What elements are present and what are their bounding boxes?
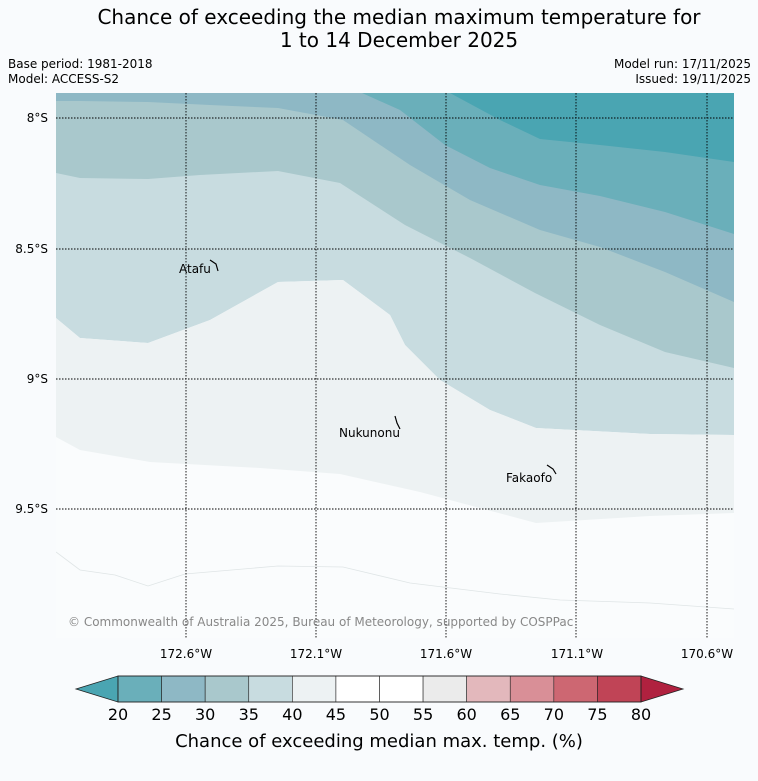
colorbar-segment: [204, 675, 250, 703]
contour-band-below-20: [450, 93, 734, 162]
meta-left: Base period: 1981-2018 Model: ACCESS-S2: [8, 57, 153, 87]
lon-label: 172.1°W: [290, 647, 342, 661]
colorbar-tick-label: 65: [500, 705, 520, 724]
base-period: Base period: 1981-2018: [8, 57, 153, 71]
colorbar-tick-label: 40: [282, 705, 302, 724]
colorbar-segment: [597, 675, 642, 703]
colorbar-tick-label: 80: [631, 705, 651, 724]
colorbar-tick-label: 20: [108, 705, 128, 724]
lon-label: 170.6°W: [681, 647, 733, 661]
contour-band-40-45: [56, 280, 734, 523]
colorbar-segment: [335, 675, 380, 703]
contour-fills: [56, 93, 734, 638]
title-line-1: Chance of exceeding the median maximum t…: [97, 5, 701, 29]
colorbar-tick-label: 45: [326, 705, 346, 724]
chart-title: Chance of exceeding the median maximum t…: [0, 6, 758, 52]
colorbar-segment: [422, 675, 467, 703]
atoll-nukunonu-outline: [394, 415, 401, 430]
meta-right: Model run: 17/11/2025 Issued: 19/11/2025: [614, 57, 751, 87]
colorbar-label: Chance of exceeding median max. temp. (%…: [175, 731, 583, 752]
colorbar-tick-label: 30: [195, 705, 215, 724]
colorbar-tick-label: 35: [239, 705, 259, 724]
colorbar-segment: [292, 675, 337, 703]
colorbar-frame: [117, 675, 642, 703]
colorbar-segment: [117, 675, 162, 703]
colorbar-arrow-left: [74, 675, 119, 703]
colorbar-ticks: 20 25 30 35 40 45 50 55 60 65 70 75 80: [108, 705, 651, 724]
colorbar-segments: [117, 675, 642, 703]
colorbar-tick-label: 75: [587, 705, 607, 724]
colorbar-tick-label: 70: [544, 705, 564, 724]
colorbar: 20 25 30 35 40 45 50 55 60 65 70 75 80: [74, 675, 685, 724]
title-line-2: 1 to 14 December 2025: [279, 28, 519, 52]
colorbar-segment: [509, 675, 555, 703]
colorbar-tick-label: 25: [151, 705, 171, 724]
model-name: Model: ACCESS-S2: [8, 72, 120, 86]
model-run: Model run: 17/11/2025: [613, 57, 751, 71]
contour-line-45: [56, 551, 734, 610]
colorbar-arrow-right: [640, 675, 685, 703]
lon-label: 172.6°W: [160, 647, 212, 661]
colorbar-segment: [248, 675, 293, 703]
graticule: [56, 93, 734, 638]
lon-label: 171.6°W: [420, 647, 472, 661]
place-label-fakaofo: Fakaofo: [506, 471, 552, 485]
place-label-nukunonu: Nukunonu: [339, 426, 400, 440]
copyright-text: © Commonwealth of Australia 2025, Bureau…: [68, 615, 573, 629]
atoll-atafu-outline: [209, 259, 219, 272]
colorbar-tick-label: 60: [456, 705, 476, 724]
colorbar-segment: [466, 675, 511, 703]
colorbar-segment: [161, 675, 206, 703]
lat-label: 8°S: [27, 111, 48, 125]
colorbar-segment: [553, 675, 598, 703]
atoll-fakaofo-outline: [546, 464, 557, 475]
lat-label: 9°S: [27, 372, 48, 386]
place-label-atafu: Atafu: [179, 262, 211, 276]
issued-date: Issued: 19/11/2025: [635, 72, 751, 86]
lat-label: 9.5°S: [15, 502, 48, 516]
lat-label: 8.5°S: [15, 242, 48, 256]
colorbar-segment: [379, 675, 424, 703]
colorbar-tick-label: 55: [413, 705, 433, 724]
colorbar-tick-label: 50: [369, 705, 389, 724]
lon-label: 171.1°W: [551, 647, 603, 661]
